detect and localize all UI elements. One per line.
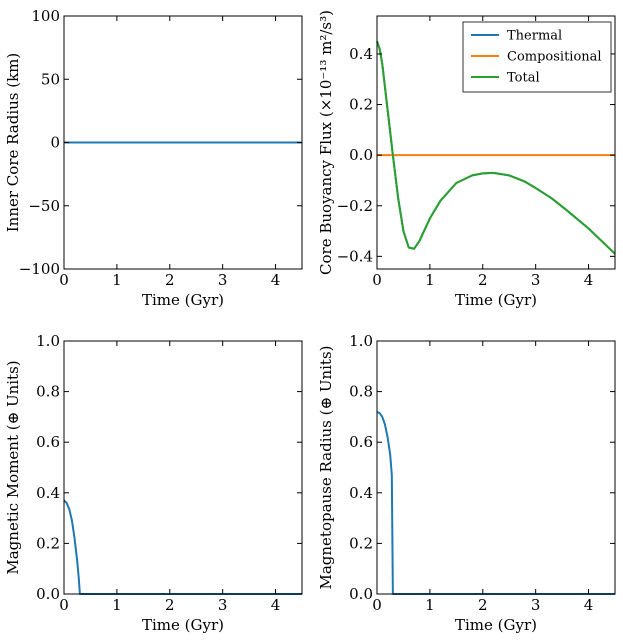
series-line-total [376,40,616,255]
y-axis-label: Core Buoyancy Flux (×10⁻¹³ m²/s³) [317,10,335,275]
y-tick-label: 0.4 [349,484,373,502]
x-tick-label: 0 [372,596,382,614]
x-tick-label: 3 [531,271,541,289]
y-axis-label: Magnetopause Radius (⊕ Units) [317,345,335,589]
x-tick-label: 1 [112,271,122,289]
y-tick-label: 0.4 [36,484,60,502]
x-tick-label: 0 [59,271,69,289]
x-tick-label: 2 [478,596,488,614]
y-tick-label: 0.2 [349,96,373,114]
y-tick-label: 0.0 [349,585,373,603]
y-tick-label: 0.6 [36,433,60,451]
x-tick-label: 3 [218,271,228,289]
y-tick-label: 0.2 [349,534,373,552]
x-tick-label: 4 [584,596,594,614]
core-buoyancy-flux-panel: 0 1 2 3 4 −0.4 −0.2 0.0 0.2 0.4 Time (Gyr) Core Buo… [317,10,616,309]
x-tick-label: 1 [112,596,122,614]
x-tick-label: 3 [531,596,541,614]
y-tick-label: 0.0 [349,146,373,164]
y-tick-label: −100 [19,260,60,278]
x-tick-label: 4 [271,596,281,614]
y-tick-label: 0.6 [349,433,373,451]
y-axis-label: Magnetic Moment (⊕ Units) [4,360,22,574]
y-tick-label: 0.8 [349,383,373,401]
y-tick-label: 100 [31,7,60,25]
x-tick-label: 1 [425,271,435,289]
x-tick-label: 2 [165,271,175,289]
series-line-magnetopause-radius [376,410,615,595]
x-axis-label: Time (Gyr) [142,291,224,309]
y-tick-label: 1.0 [349,332,373,350]
y-tick-label: 0.8 [36,383,60,401]
magnetopause-radius-panel: 0 1 2 3 4 0.0 0.2 0.4 0.6 0.8 1.0 Time (Gyr) Magneto… [317,332,616,634]
x-tick-label: 1 [425,596,435,614]
x-tick-label: 4 [584,271,594,289]
axes-frame [376,340,616,595]
x-axis-label: Time (Gyr) [455,291,537,309]
y-tick-label: 0.2 [36,534,60,552]
x-tick-label: 0 [372,271,382,289]
inner-core-radius-panel: 0 1 2 3 4 −100 −50 0 50 100 Time (Gyr) Inner Core R… [4,7,303,309]
series-line-magnetic-moment [63,499,302,595]
axes-frame [63,340,303,595]
legend: Thermal Compositional Total [462,21,612,93]
legend-label-thermal: Thermal [507,29,562,44]
y-tick-label: −0.2 [337,197,373,215]
x-tick-label: 2 [165,596,175,614]
y-tick-label: 0.4 [349,45,373,63]
y-tick-label: 0.0 [36,585,60,603]
magnetic-moment-panel: 0 1 2 3 4 0.0 0.2 0.4 0.6 0.8 1.0 Time (Gyr) Magneti… [4,332,303,634]
y-axis-label: Inner Core Radius (km) [4,53,22,233]
legend-label-compositional: Compositional [507,50,602,65]
y-tick-label: 50 [41,70,60,88]
x-axis-label: Time (Gyr) [142,616,224,634]
x-axis-label: Time (Gyr) [455,616,537,634]
x-tick-label: 3 [218,596,228,614]
y-tick-label: 0 [50,134,60,152]
y-tick-label: −0.4 [337,247,373,265]
y-tick-label: 1.0 [36,332,60,350]
legend-label-total: Total [507,71,540,86]
x-tick-label: 2 [478,271,488,289]
y-tick-label: −50 [28,197,60,215]
x-tick-label: 4 [271,271,281,289]
axes-frame [376,15,616,270]
x-tick-label: 0 [59,596,69,614]
